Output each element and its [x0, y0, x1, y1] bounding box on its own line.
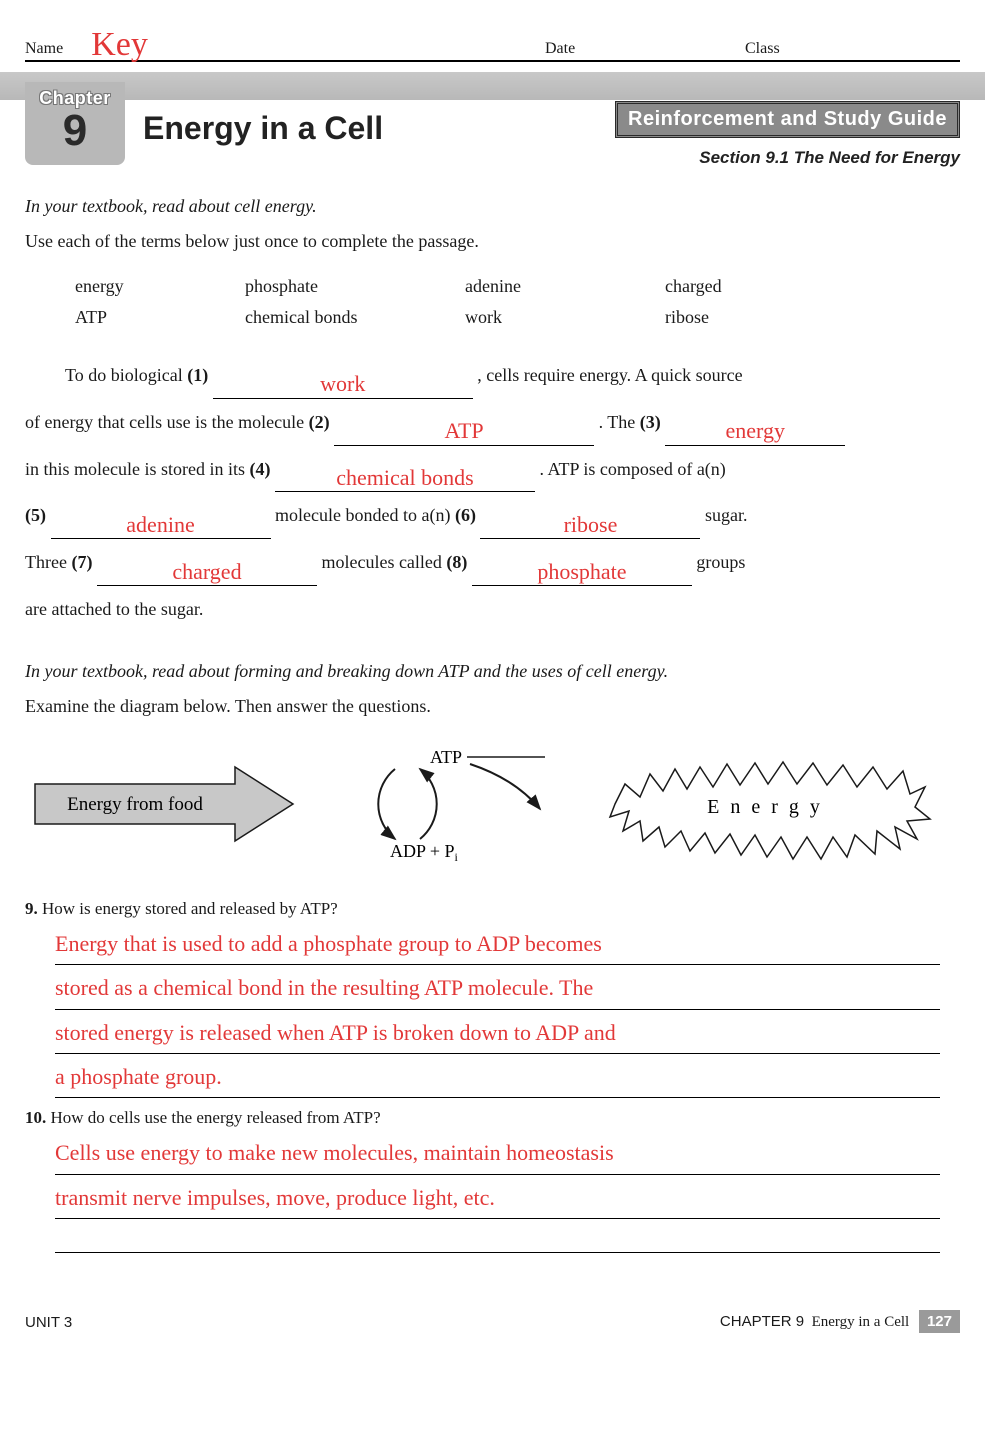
- word-bank-item: ATP: [75, 307, 245, 328]
- word-bank-item: phosphate: [245, 276, 465, 297]
- answer-4: chemical bonds: [336, 465, 473, 490]
- answer-line: stored energy is released when ATP is br…: [55, 1020, 616, 1045]
- energy-arrow-icon: Energy from food: [25, 759, 295, 849]
- answer-line: transmit nerve impulses, move, produce l…: [55, 1185, 495, 1210]
- answer-2: ATP: [445, 418, 484, 443]
- question-text: How is energy stored and released by ATP…: [42, 899, 338, 918]
- word-bank-item: adenine: [465, 276, 665, 297]
- answer-6: ribose: [564, 512, 618, 537]
- svg-text:E n e r g y: E n e r g y: [707, 796, 823, 818]
- chapter-block: Chapter 9 Energy in a Cell Reinforcement…: [25, 82, 960, 168]
- answer-line: a phosphate group.: [55, 1064, 222, 1089]
- answer-3: energy: [726, 418, 785, 443]
- name-value: Key: [91, 26, 148, 64]
- page-title: Energy in a Cell: [143, 110, 383, 147]
- question-number: 9.: [25, 899, 38, 918]
- word-bank-item: ribose: [665, 307, 865, 328]
- question-10: 10. How do cells use the energy released…: [25, 1108, 960, 1128]
- word-bank-item: energy: [75, 276, 245, 297]
- instruction-read-2: In your textbook, read about forming and…: [25, 661, 960, 682]
- question-number: 10.: [25, 1108, 46, 1127]
- class-label: Class: [745, 40, 780, 57]
- word-bank-item: charged: [665, 276, 865, 297]
- answer-line: Cells use energy to make new molecules, …: [55, 1140, 614, 1165]
- atp-cycle-icon: ATP ADP + Pi: [325, 739, 555, 869]
- word-bank-item: work: [465, 307, 665, 328]
- footer-unit: UNIT 3: [25, 1314, 72, 1331]
- chapter-number: 9: [29, 109, 121, 153]
- word-bank: energy phosphate adenine charged ATP che…: [75, 276, 960, 328]
- study-guide-badge: Reinforcement and Study Guide: [615, 101, 960, 138]
- answer-5: adenine: [126, 512, 194, 537]
- question-9: 9. How is energy stored and released by …: [25, 899, 960, 919]
- page-footer: UNIT 3 CHAPTER 9 Energy in a Cell 127: [25, 1313, 960, 1331]
- answer-line: Energy that is used to add a phosphate g…: [55, 931, 602, 956]
- answer-7: charged: [172, 559, 241, 584]
- energy-burst-icon: E n e r g y: [585, 739, 945, 869]
- answer-1: work: [320, 371, 365, 396]
- question-text: How do cells use the energy released fro…: [51, 1108, 381, 1127]
- instruction-read-1: In your textbook, read about cell energy…: [25, 196, 960, 217]
- svg-text:Energy from food: Energy from food: [67, 794, 203, 815]
- svg-text:ADP + Pi: ADP + Pi: [390, 841, 459, 864]
- answer-line: stored as a chemical bond in the resulti…: [55, 975, 593, 1000]
- name-label: Name: [25, 40, 63, 58]
- chapter-tab: Chapter 9: [25, 82, 125, 165]
- page-number: 127: [919, 1310, 960, 1333]
- instruction-terms: Use each of the terms below just once to…: [25, 231, 960, 252]
- svg-text:ATP: ATP: [430, 747, 462, 767]
- word-bank-item: chemical bonds: [245, 307, 465, 328]
- answer-8: phosphate: [537, 559, 626, 584]
- date-label: Date: [545, 40, 575, 57]
- footer-chapter: CHAPTER 9 Energy in a Cell 127: [720, 1313, 960, 1331]
- section-label: Section 9.1 The Need for Energy: [615, 148, 960, 168]
- worksheet-header: Name Key Date Class: [25, 20, 960, 62]
- atp-diagram: Energy from food ATP ADP + Pi E n e r g …: [25, 739, 960, 869]
- instruction-examine: Examine the diagram below. Then answer t…: [25, 696, 960, 717]
- fill-in-passage: To do biological (1) work , cells requir…: [25, 352, 960, 633]
